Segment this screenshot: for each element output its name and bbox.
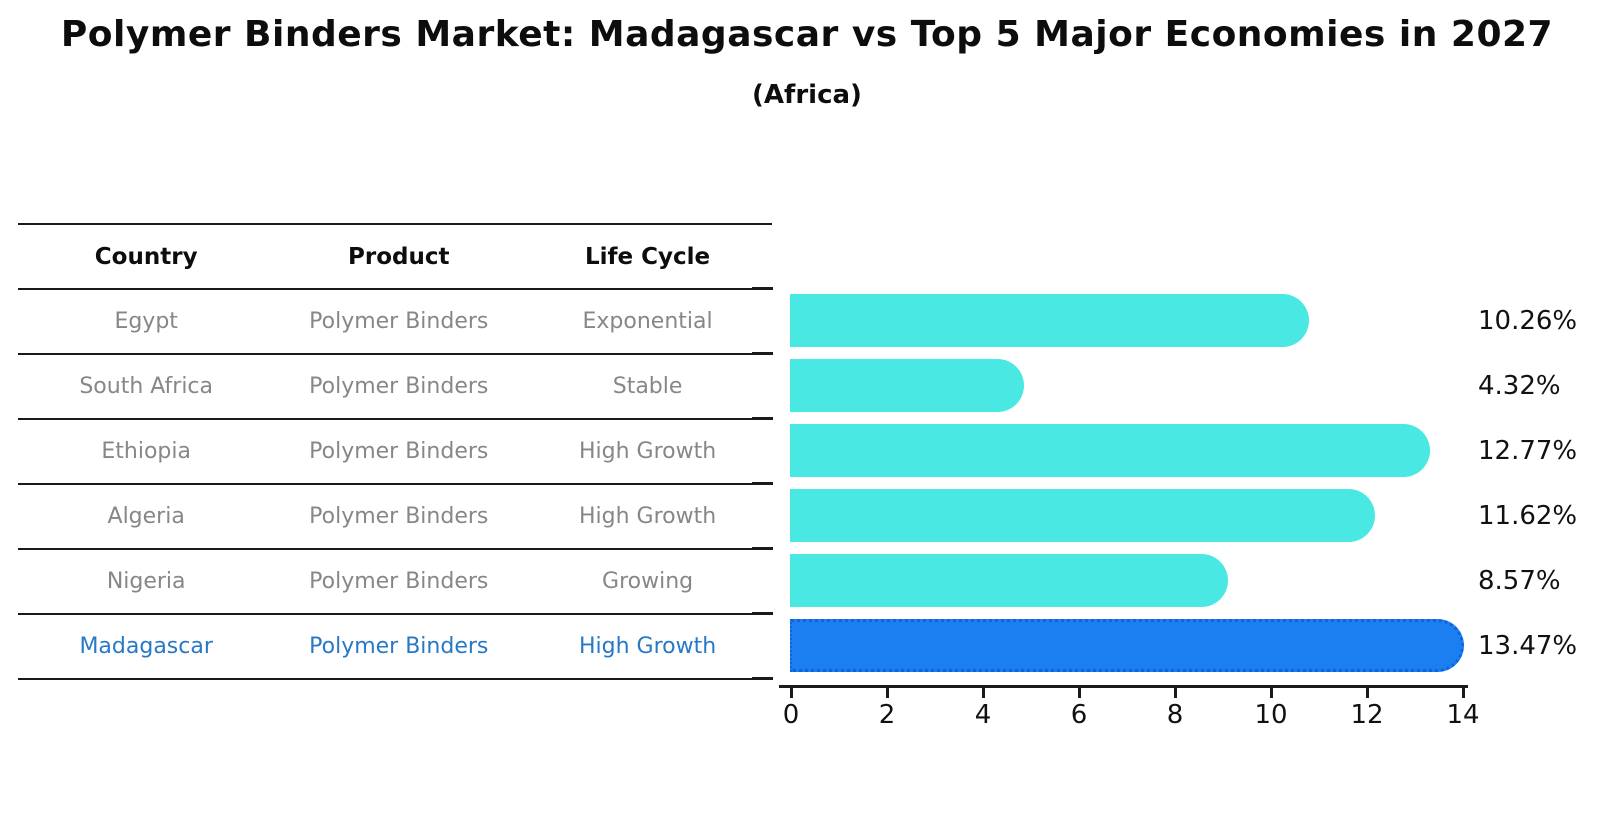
bar-row <box>790 613 1464 678</box>
tick-mark <box>1077 688 1081 698</box>
bar-row <box>790 548 1462 613</box>
table-row-madagascar: Madagascar Polymer Binders High Growth <box>18 615 772 680</box>
tick-label: 6 <box>1070 700 1088 730</box>
table-row-algeria: Algeria Polymer Binders High Growth <box>18 485 772 550</box>
country-cell: Egypt <box>114 309 178 334</box>
tick-label: 8 <box>1166 700 1184 730</box>
tick-label: 4 <box>974 700 992 730</box>
chart-title: Polymer Binders Market: Madagascar vs To… <box>60 14 1554 55</box>
country-cell: Madagascar <box>79 634 213 659</box>
product-cell: Polymer Binders <box>309 374 489 399</box>
tick-mark <box>1461 688 1465 698</box>
tick-mark <box>1173 688 1177 698</box>
life-cycle-cell: Stable <box>612 374 683 399</box>
value-label-egypt: 10.26% <box>1478 305 1578 336</box>
table-row-south-africa: South Africa Polymer Binders Stable <box>18 355 772 420</box>
bar-row <box>790 353 1462 418</box>
y-axis-tick <box>752 677 773 680</box>
life-cycle-cell: High Growth <box>578 439 717 464</box>
product-cell: Polymer Binders <box>309 309 489 334</box>
y-axis-tick <box>752 547 773 550</box>
bar-south-africa <box>790 359 1025 412</box>
table-header-row: Country Product Life Cycle <box>18 225 772 290</box>
country-cell: Algeria <box>107 504 185 529</box>
value-label-madagascar: 13.47% <box>1478 630 1578 661</box>
product-cell: Polymer Binders <box>309 439 489 464</box>
country-cell: Ethiopia <box>101 439 191 464</box>
column-header-life-cycle: Life Cycle <box>585 243 711 270</box>
y-axis-tick <box>752 482 773 485</box>
tick-mark <box>1269 688 1273 698</box>
column-header-product: Product <box>348 243 450 270</box>
tick-mark <box>1365 688 1369 698</box>
life-cycle-cell: Exponential <box>582 309 713 334</box>
life-cycle-cell: Growing <box>602 569 694 594</box>
bar-madagascar <box>790 619 1464 672</box>
tick-label: 10 <box>1254 700 1288 730</box>
y-axis-tick <box>752 352 773 355</box>
tick-label: 12 <box>1350 700 1384 730</box>
bar-algeria <box>790 489 1375 542</box>
data-table: Country Product Life Cycle Egypt Polymer… <box>18 223 772 680</box>
tick-mark <box>885 688 889 698</box>
value-label-south-africa: 4.32% <box>1478 370 1561 401</box>
value-label-ethiopia: 12.77% <box>1478 435 1578 466</box>
product-cell: Polymer Binders <box>309 569 489 594</box>
y-axis-tick <box>752 612 773 615</box>
bar-plot <box>790 288 1464 678</box>
table-row-nigeria: Nigeria Polymer Binders Growing <box>18 550 772 615</box>
y-axis-tick <box>752 417 773 420</box>
bar-row <box>790 483 1462 548</box>
tick-mark <box>789 688 793 698</box>
product-cell: Polymer Binders <box>309 504 489 529</box>
value-label-algeria: 11.62% <box>1478 500 1578 531</box>
product-cell: Polymer Binders <box>309 634 489 659</box>
table-row-ethiopia: Ethiopia Polymer Binders High Growth <box>18 420 772 485</box>
x-axis-ticks: 0 2 4 6 8 10 12 14 <box>783 688 1480 748</box>
tick-mark <box>981 688 985 698</box>
country-cell: Nigeria <box>106 569 186 594</box>
bar-row <box>790 418 1462 483</box>
tick-label: 0 <box>782 700 800 730</box>
y-axis-tick <box>752 287 773 290</box>
country-cell: South Africa <box>79 374 214 399</box>
value-labels: 10.26% 4.32% 12.77% 11.62% 8.57% 13.47% <box>1478 288 1608 678</box>
tick-label: 14 <box>1446 700 1480 730</box>
life-cycle-cell: High Growth <box>578 634 717 659</box>
bar-row <box>790 288 1462 353</box>
tick-label: 2 <box>878 700 896 730</box>
value-label-nigeria: 8.57% <box>1478 565 1561 596</box>
x-axis-line <box>779 685 1468 688</box>
bar-ethiopia <box>790 424 1430 477</box>
table-row-egypt: Egypt Polymer Binders Exponential <box>18 290 772 355</box>
column-header-country: Country <box>94 243 198 270</box>
chart-subtitle: (Africa) <box>752 80 862 110</box>
bar-egypt <box>790 294 1310 347</box>
life-cycle-cell: High Growth <box>578 504 717 529</box>
bar-nigeria <box>790 554 1229 607</box>
